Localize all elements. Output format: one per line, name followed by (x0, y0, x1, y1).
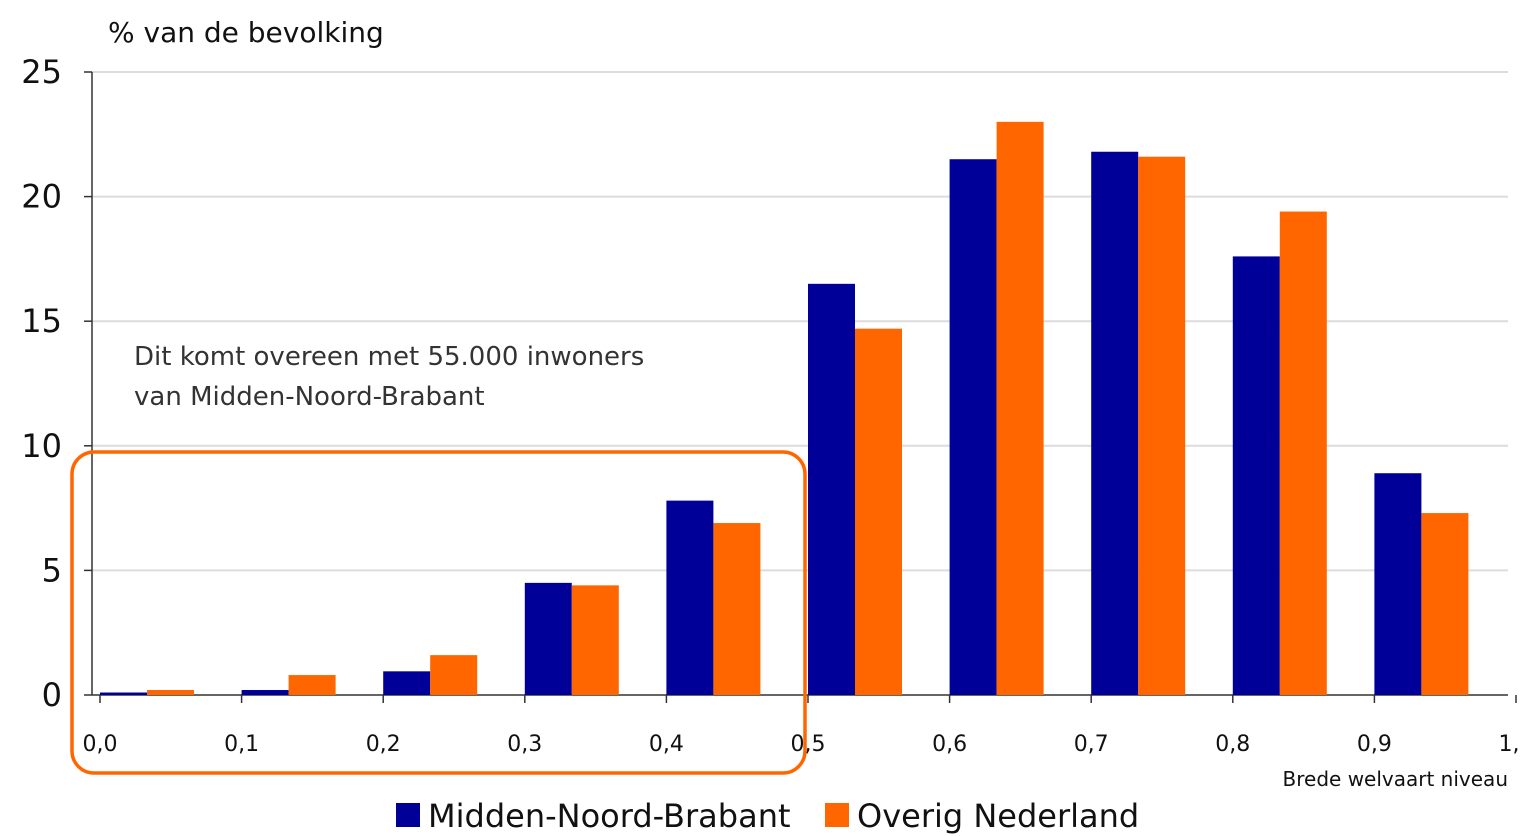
bar-overig-nederland (713, 523, 761, 695)
x-tick-label: 0,0 (83, 732, 118, 757)
y-tick-label: 10 (21, 427, 62, 465)
highlight-box (70, 450, 807, 775)
legend-swatch-overig-nederland (825, 803, 849, 827)
x-tick-label: 0,9 (1357, 732, 1392, 757)
y-tick-label: 0 (42, 676, 62, 714)
annotation-line-2: van Midden-Noord-Brabant (134, 382, 485, 412)
bar-overig-nederland (996, 121, 1044, 696)
bar-midden-noord-brabant (383, 671, 431, 695)
bar-midden-noord-brabant (1232, 256, 1280, 695)
bar-overig-nederland (1138, 156, 1186, 695)
bar-midden-noord-brabant (949, 159, 997, 696)
bar-overig-nederland (1421, 513, 1469, 695)
x-tick-label: 0,2 (366, 732, 401, 757)
x-tick-label: 0,5 (791, 732, 826, 757)
y-tick-label: 20 (21, 178, 62, 216)
annotation-line-1: Dit komt overeen met 55.000 inwoners (134, 342, 644, 372)
bar-midden-noord-brabant (100, 692, 147, 695)
bar-overig-nederland (855, 328, 902, 695)
y-tick-label: 15 (21, 302, 62, 340)
x-tick-label: 0,1 (224, 732, 259, 757)
y-axis-label: % van de bevolking (108, 16, 384, 49)
bar-midden-noord-brabant (1374, 473, 1422, 695)
x-tick-label: 0,3 (507, 732, 542, 757)
bar-midden-noord-brabant (1091, 151, 1139, 695)
y-tick-label: 25 (21, 53, 62, 91)
highlight-rectangle (70, 450, 807, 775)
bar-overig-nederland (430, 655, 478, 695)
legend-label-midden-noord-brabant: Midden-Noord-Brabant (428, 797, 791, 835)
x-tick-label: 0,6 (932, 732, 967, 757)
bar-overig-nederland (147, 690, 194, 695)
x-axis-label: Brede welvaart niveau (1283, 767, 1508, 791)
y-tick-label: 5 (42, 551, 62, 589)
bar-overig-nederland (571, 585, 619, 695)
tick-labels: 0 5 10 15 20 25 0,0 0,1 0,2 0,3 0,4 0,5 0,6 0,7 0,8 0,9… (21, 53, 1520, 757)
bar-overig-nederland (288, 675, 336, 695)
bar-midden-noord-brabant (666, 500, 714, 695)
bar-midden-noord-brabant (241, 690, 289, 695)
legend-label-overig-nederland: Overig Nederland (857, 797, 1139, 835)
x-tick-label: 0,7 (1074, 732, 1109, 757)
x-tick-label: 1,0 (1499, 732, 1520, 757)
annotation: Dit komt overeen met 55.000 inwoners van… (134, 342, 644, 412)
bar-midden-noord-brabant (524, 582, 572, 695)
legend: Midden-Noord-Brabant Overig Nederland (396, 797, 1139, 835)
x-tick-label: 0,4 (649, 732, 684, 757)
x-tick-label: 0,8 (1215, 732, 1250, 757)
bars (100, 121, 1469, 696)
legend-swatch-midden-noord-brabant (396, 803, 420, 827)
bar-midden-noord-brabant (808, 283, 855, 695)
bar-overig-nederland (1279, 211, 1327, 695)
